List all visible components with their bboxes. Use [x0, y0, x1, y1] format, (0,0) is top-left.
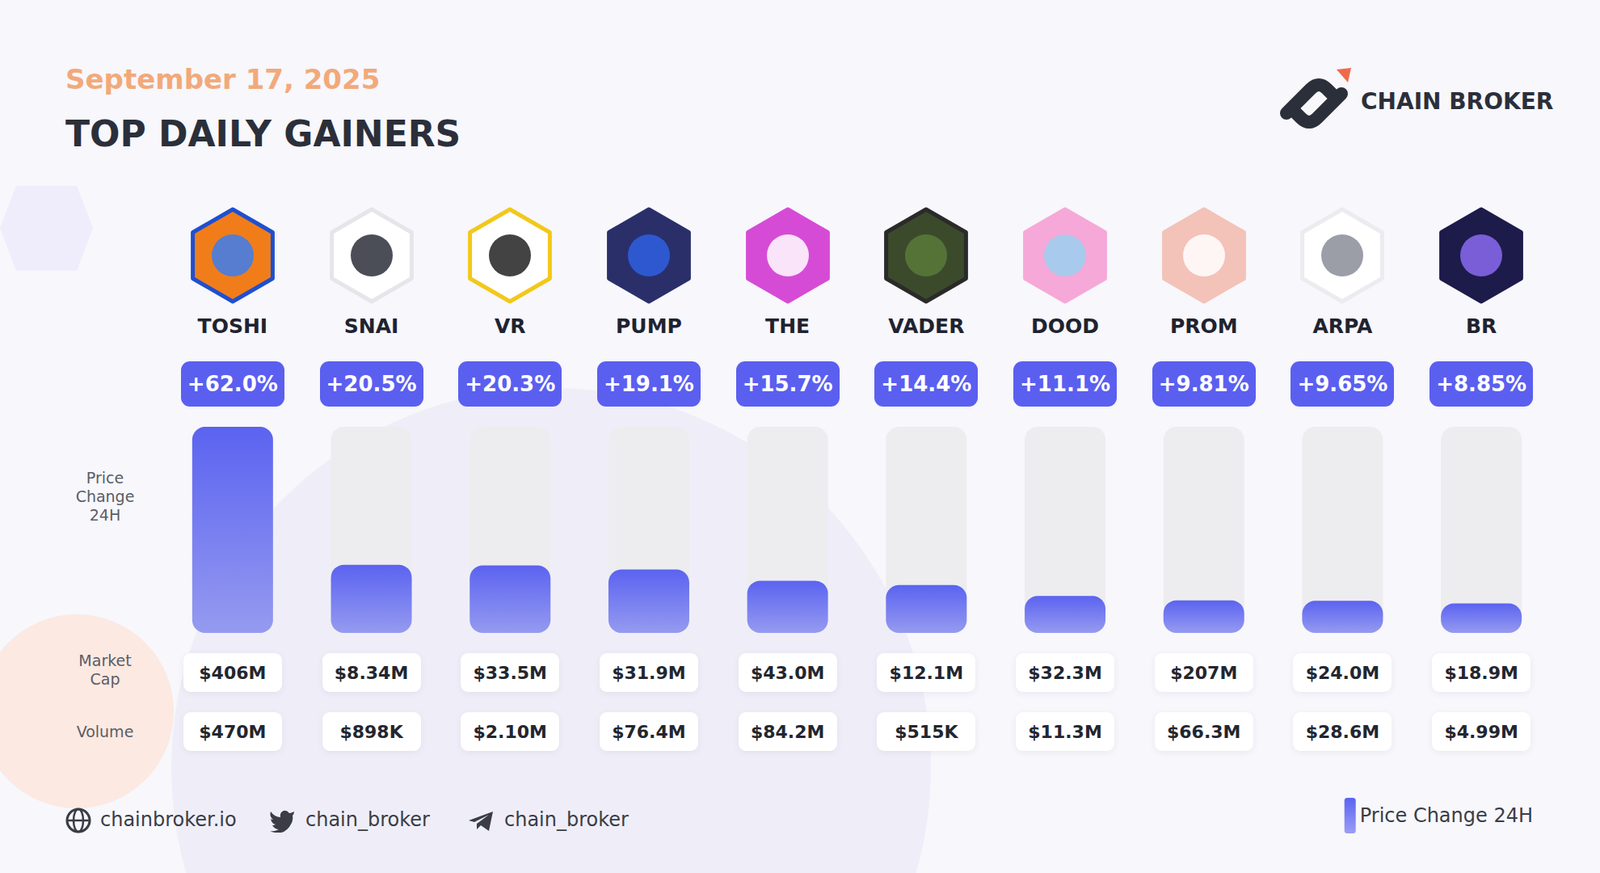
svg-text:VR: VR	[494, 314, 527, 338]
html-text:$43.0M: $43.0M	[750, 662, 825, 683]
svg-text:PROM: PROM	[1170, 314, 1238, 338]
html-text:Market Cap: Market Cap	[78, 651, 132, 688]
html-text:$24.0M: $24.0M	[1305, 662, 1380, 683]
html-text:$66.3M: $66.3M	[1166, 721, 1241, 742]
svg-text:TOSHI: TOSHI	[197, 314, 269, 338]
html-text:+9.65%: +9.65%	[1297, 371, 1388, 396]
html-text:$470M: $470M	[199, 721, 267, 742]
svg-text:PUMP: PUMP	[615, 314, 683, 338]
html-text:$12.1M: $12.1M	[889, 662, 964, 683]
html-text:$18.9M: $18.9M	[1444, 662, 1519, 683]
svg-text:SNAI: SNAI	[344, 314, 400, 338]
html-text:chain_broker: chain_broker	[305, 808, 430, 831]
svg-text:Price Change 24H: Price Change 24H	[1360, 804, 1533, 827]
html-text:chain_broker: chain_broker	[504, 808, 629, 831]
svg-text:THE: THE	[765, 314, 810, 338]
html-text:$406M: $406M	[199, 662, 267, 683]
html-text:+14.4%: +14.4%	[881, 371, 972, 396]
html-text:+19.1%: +19.1%	[603, 371, 695, 396]
html-text:$32.3M: $32.3M	[1028, 662, 1103, 683]
html-text:$4.99M: $4.99M	[1444, 721, 1519, 742]
html-text:CHAIN BROKER: CHAIN BROKER	[1360, 88, 1554, 115]
html-text:September 17, 2025: September 17, 2025	[65, 63, 381, 96]
html-text:$2.10M: $2.10M	[473, 721, 548, 742]
svg-text:DOOD: DOOD	[1031, 314, 1099, 338]
svg-text:VADER: VADER	[888, 314, 965, 338]
html-text:Price Change 24H: Price Change 24H	[75, 468, 135, 524]
html-text:+20.5%: +20.5%	[326, 371, 417, 396]
html-text:$898K: $898K	[339, 721, 403, 742]
html-text:$8.34M: $8.34M	[334, 662, 409, 683]
html-text:Volume: Volume	[76, 722, 134, 741]
svg-text:BR: BR	[1465, 314, 1497, 338]
html-text:$11.3M: $11.3M	[1028, 721, 1103, 742]
html-text:TOP DAILY GAINERS: TOP DAILY GAINERS	[65, 113, 461, 155]
html-text:+8.85%: +8.85%	[1436, 371, 1527, 396]
html-text:+11.1%: +11.1%	[1019, 371, 1111, 396]
html-text:$515K: $515K	[894, 721, 958, 742]
html-text:+62.0%: +62.0%	[187, 371, 278, 396]
html-text:$33.5M: $33.5M	[473, 662, 548, 683]
html-text:+20.3%: +20.3%	[464, 371, 556, 396]
html-text:$28.6M: $28.6M	[1305, 721, 1380, 742]
html-text:$84.2M: $84.2M	[750, 721, 825, 742]
html-text:$207M: $207M	[1170, 662, 1238, 683]
html-text:$31.9M: $31.9M	[611, 662, 686, 683]
svg-text:ARPA: ARPA	[1312, 314, 1373, 338]
html-text:$76.4M: $76.4M	[611, 721, 686, 742]
html-text:+9.81%: +9.81%	[1158, 371, 1250, 396]
html-text:chainbroker.io: chainbroker.io	[100, 808, 237, 831]
html-text:+15.7%: +15.7%	[742, 371, 833, 396]
